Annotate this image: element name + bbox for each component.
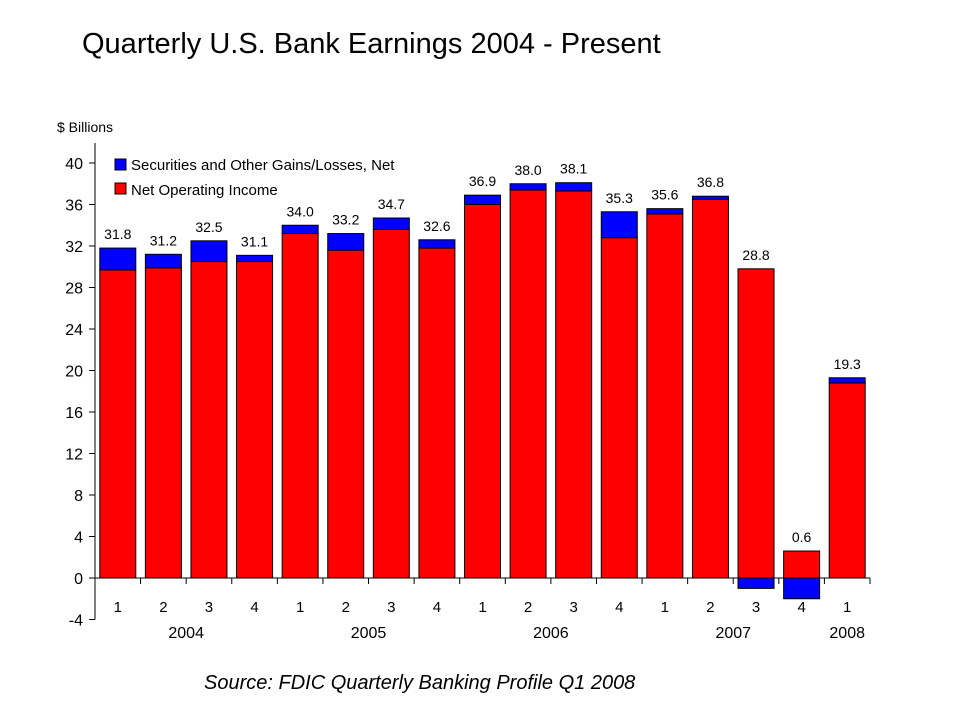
data-label: 19.3 xyxy=(834,356,861,372)
data-label: 34.0 xyxy=(287,203,314,219)
x-tick-label: 1 xyxy=(296,599,304,616)
x-group-label: 2008 xyxy=(829,625,865,642)
bar-securities-gains xyxy=(418,239,456,249)
data-label: 31.2 xyxy=(150,232,177,248)
x-tick-label: 1 xyxy=(661,599,669,616)
bar-net-operating-income xyxy=(144,267,182,579)
legend-swatch-securities xyxy=(114,158,127,171)
data-label: 28.8 xyxy=(742,247,769,263)
bar-net-operating-income xyxy=(190,261,228,579)
x-tick-label: 1 xyxy=(114,599,122,616)
x-tick-label: 2 xyxy=(159,599,167,616)
bar-net-operating-income xyxy=(281,233,319,579)
y-tick-label: 28 xyxy=(65,281,83,298)
data-label: 36.8 xyxy=(697,174,724,190)
y-tick-label: 16 xyxy=(65,405,83,422)
data-label: 35.6 xyxy=(651,187,678,203)
x-tick-label: 3 xyxy=(752,599,760,616)
x-group-label: 2004 xyxy=(168,625,204,642)
bar-net-operating-income xyxy=(600,237,638,579)
bar-securities-gains xyxy=(464,194,501,206)
bar-net-operating-income xyxy=(236,261,274,579)
bar-securities-gains xyxy=(828,377,866,384)
bar-net-operating-income xyxy=(464,204,501,579)
source-note: Source: FDIC Quarterly Banking Profile Q… xyxy=(204,672,636,694)
x-tick-label: 3 xyxy=(387,599,395,616)
bar-securities-gains xyxy=(555,182,593,192)
x-tick-label: 3 xyxy=(570,599,578,616)
bar-securities-gains xyxy=(327,233,365,251)
data-label: 0.6 xyxy=(792,529,812,545)
bar-securities-gains xyxy=(236,254,274,263)
x-tick-label: 2 xyxy=(524,599,532,616)
bar-securities-gains xyxy=(99,247,137,271)
data-label: 36.9 xyxy=(469,173,496,189)
y-tick-label: 0 xyxy=(74,571,83,588)
x-group-label: 2005 xyxy=(351,625,387,642)
y-tick-label: 40 xyxy=(65,156,83,173)
y-tick-label: 24 xyxy=(65,322,83,339)
y-tick-label: 8 xyxy=(74,488,83,505)
bar-net-operating-income xyxy=(418,247,456,579)
x-tick-label: 4 xyxy=(433,599,441,616)
x-tick-label: 3 xyxy=(205,599,213,616)
bar-net-operating-income xyxy=(737,268,775,579)
data-label: 31.1 xyxy=(241,233,268,249)
legend-label-securities: Securities and Other Gains/Losses, Net xyxy=(131,157,395,174)
bar-securities-losses xyxy=(737,577,775,589)
bar-securities-gains xyxy=(691,195,729,200)
chart-title: Quarterly U.S. Bank Earnings 2004 - Pres… xyxy=(82,28,661,60)
y-tick-label: 12 xyxy=(65,447,83,464)
data-label: 32.5 xyxy=(195,219,222,235)
x-tick-label: 4 xyxy=(615,599,623,616)
data-label: 38.0 xyxy=(514,162,541,178)
bar-securities-gains xyxy=(281,224,319,235)
bar-securities-gains xyxy=(646,208,684,215)
bar-securities-gains xyxy=(144,253,182,269)
data-label: 34.7 xyxy=(378,196,405,212)
y-tick-label: 20 xyxy=(65,364,83,381)
data-label: 35.3 xyxy=(606,190,633,206)
bar-net-operating-income xyxy=(99,269,137,579)
legend-swatch-net-operating-income xyxy=(114,182,127,195)
x-tick-label: 2 xyxy=(342,599,350,616)
bar-net-operating-income xyxy=(691,198,729,579)
x-tick-label: 1 xyxy=(843,599,851,616)
legend-label-net-operating-income: Net Operating Income xyxy=(131,182,278,199)
x-tick-label: 4 xyxy=(797,599,805,616)
bar-net-operating-income xyxy=(646,213,684,579)
bar-securities-gains xyxy=(509,183,547,191)
data-label: 31.8 xyxy=(104,226,131,242)
bar-net-operating-income xyxy=(327,249,365,579)
bar-securities-gains xyxy=(190,240,228,263)
bar-net-operating-income xyxy=(509,189,547,579)
y-tick-label: 4 xyxy=(74,530,83,547)
data-label: 32.6 xyxy=(423,218,450,234)
bar-net-operating-income xyxy=(555,190,593,579)
x-tick-label: 1 xyxy=(478,599,486,616)
bar-net-operating-income xyxy=(783,550,821,579)
y-tick-label: 36 xyxy=(65,198,83,215)
bar-securities-gains xyxy=(372,217,410,230)
bar-securities-losses xyxy=(783,577,821,600)
bar-net-operating-income xyxy=(372,228,410,579)
bar-securities-gains xyxy=(600,211,638,239)
x-tick-label: 4 xyxy=(250,599,258,616)
x-group-label: 2007 xyxy=(715,625,751,642)
bar-net-operating-income xyxy=(828,382,866,579)
y-axis-label: $ Billions xyxy=(57,119,113,135)
data-label: 38.1 xyxy=(560,161,587,177)
data-label: 33.2 xyxy=(332,212,359,228)
x-tick-label: 2 xyxy=(706,599,714,616)
y-tick-label: 32 xyxy=(65,239,83,256)
y-tick-label: -4 xyxy=(69,613,83,630)
x-group-label: 2006 xyxy=(533,625,569,642)
